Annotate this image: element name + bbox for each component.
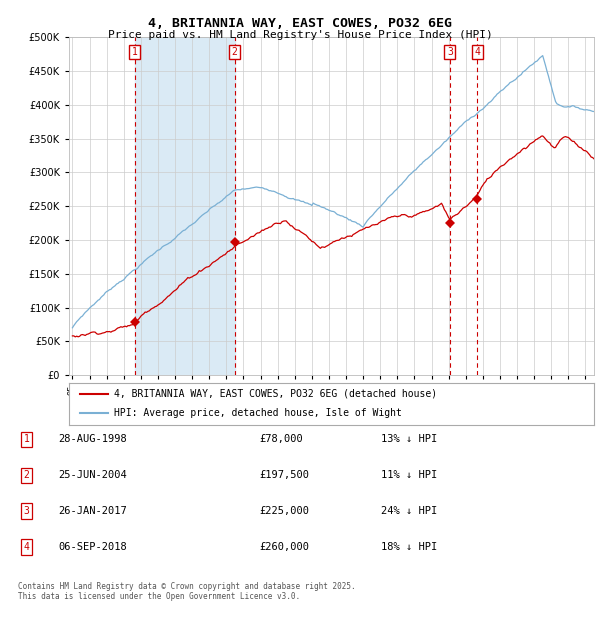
Text: 2: 2 (232, 47, 238, 57)
Text: 24% ↓ HPI: 24% ↓ HPI (380, 506, 437, 516)
Text: 13% ↓ HPI: 13% ↓ HPI (380, 435, 437, 445)
Text: 4: 4 (475, 47, 481, 57)
Text: £225,000: £225,000 (260, 506, 310, 516)
Text: Price paid vs. HM Land Registry's House Price Index (HPI): Price paid vs. HM Land Registry's House … (107, 30, 493, 40)
Text: 3: 3 (23, 506, 29, 516)
Text: 3: 3 (447, 47, 453, 57)
Text: 26-JAN-2017: 26-JAN-2017 (58, 506, 127, 516)
Text: 1: 1 (23, 435, 29, 445)
Text: £197,500: £197,500 (260, 470, 310, 480)
Text: 1: 1 (132, 47, 138, 57)
Text: 4, BRITANNIA WAY, EAST COWES, PO32 6EG (detached house): 4, BRITANNIA WAY, EAST COWES, PO32 6EG (… (113, 389, 437, 399)
Text: 18% ↓ HPI: 18% ↓ HPI (380, 542, 437, 552)
Text: 25-JUN-2004: 25-JUN-2004 (58, 470, 127, 480)
Text: HPI: Average price, detached house, Isle of Wight: HPI: Average price, detached house, Isle… (113, 409, 401, 419)
Text: 4, BRITANNIA WAY, EAST COWES, PO32 6EG: 4, BRITANNIA WAY, EAST COWES, PO32 6EG (148, 17, 452, 30)
Text: Contains HM Land Registry data © Crown copyright and database right 2025.
This d: Contains HM Land Registry data © Crown c… (18, 582, 355, 601)
Text: 11% ↓ HPI: 11% ↓ HPI (380, 470, 437, 480)
Text: 28-AUG-1998: 28-AUG-1998 (58, 435, 127, 445)
Bar (135, 37, 235, 375)
Text: 4: 4 (23, 542, 29, 552)
Text: 2: 2 (23, 470, 29, 480)
Text: £260,000: £260,000 (260, 542, 310, 552)
Text: 06-SEP-2018: 06-SEP-2018 (58, 542, 127, 552)
Text: £78,000: £78,000 (260, 435, 304, 445)
